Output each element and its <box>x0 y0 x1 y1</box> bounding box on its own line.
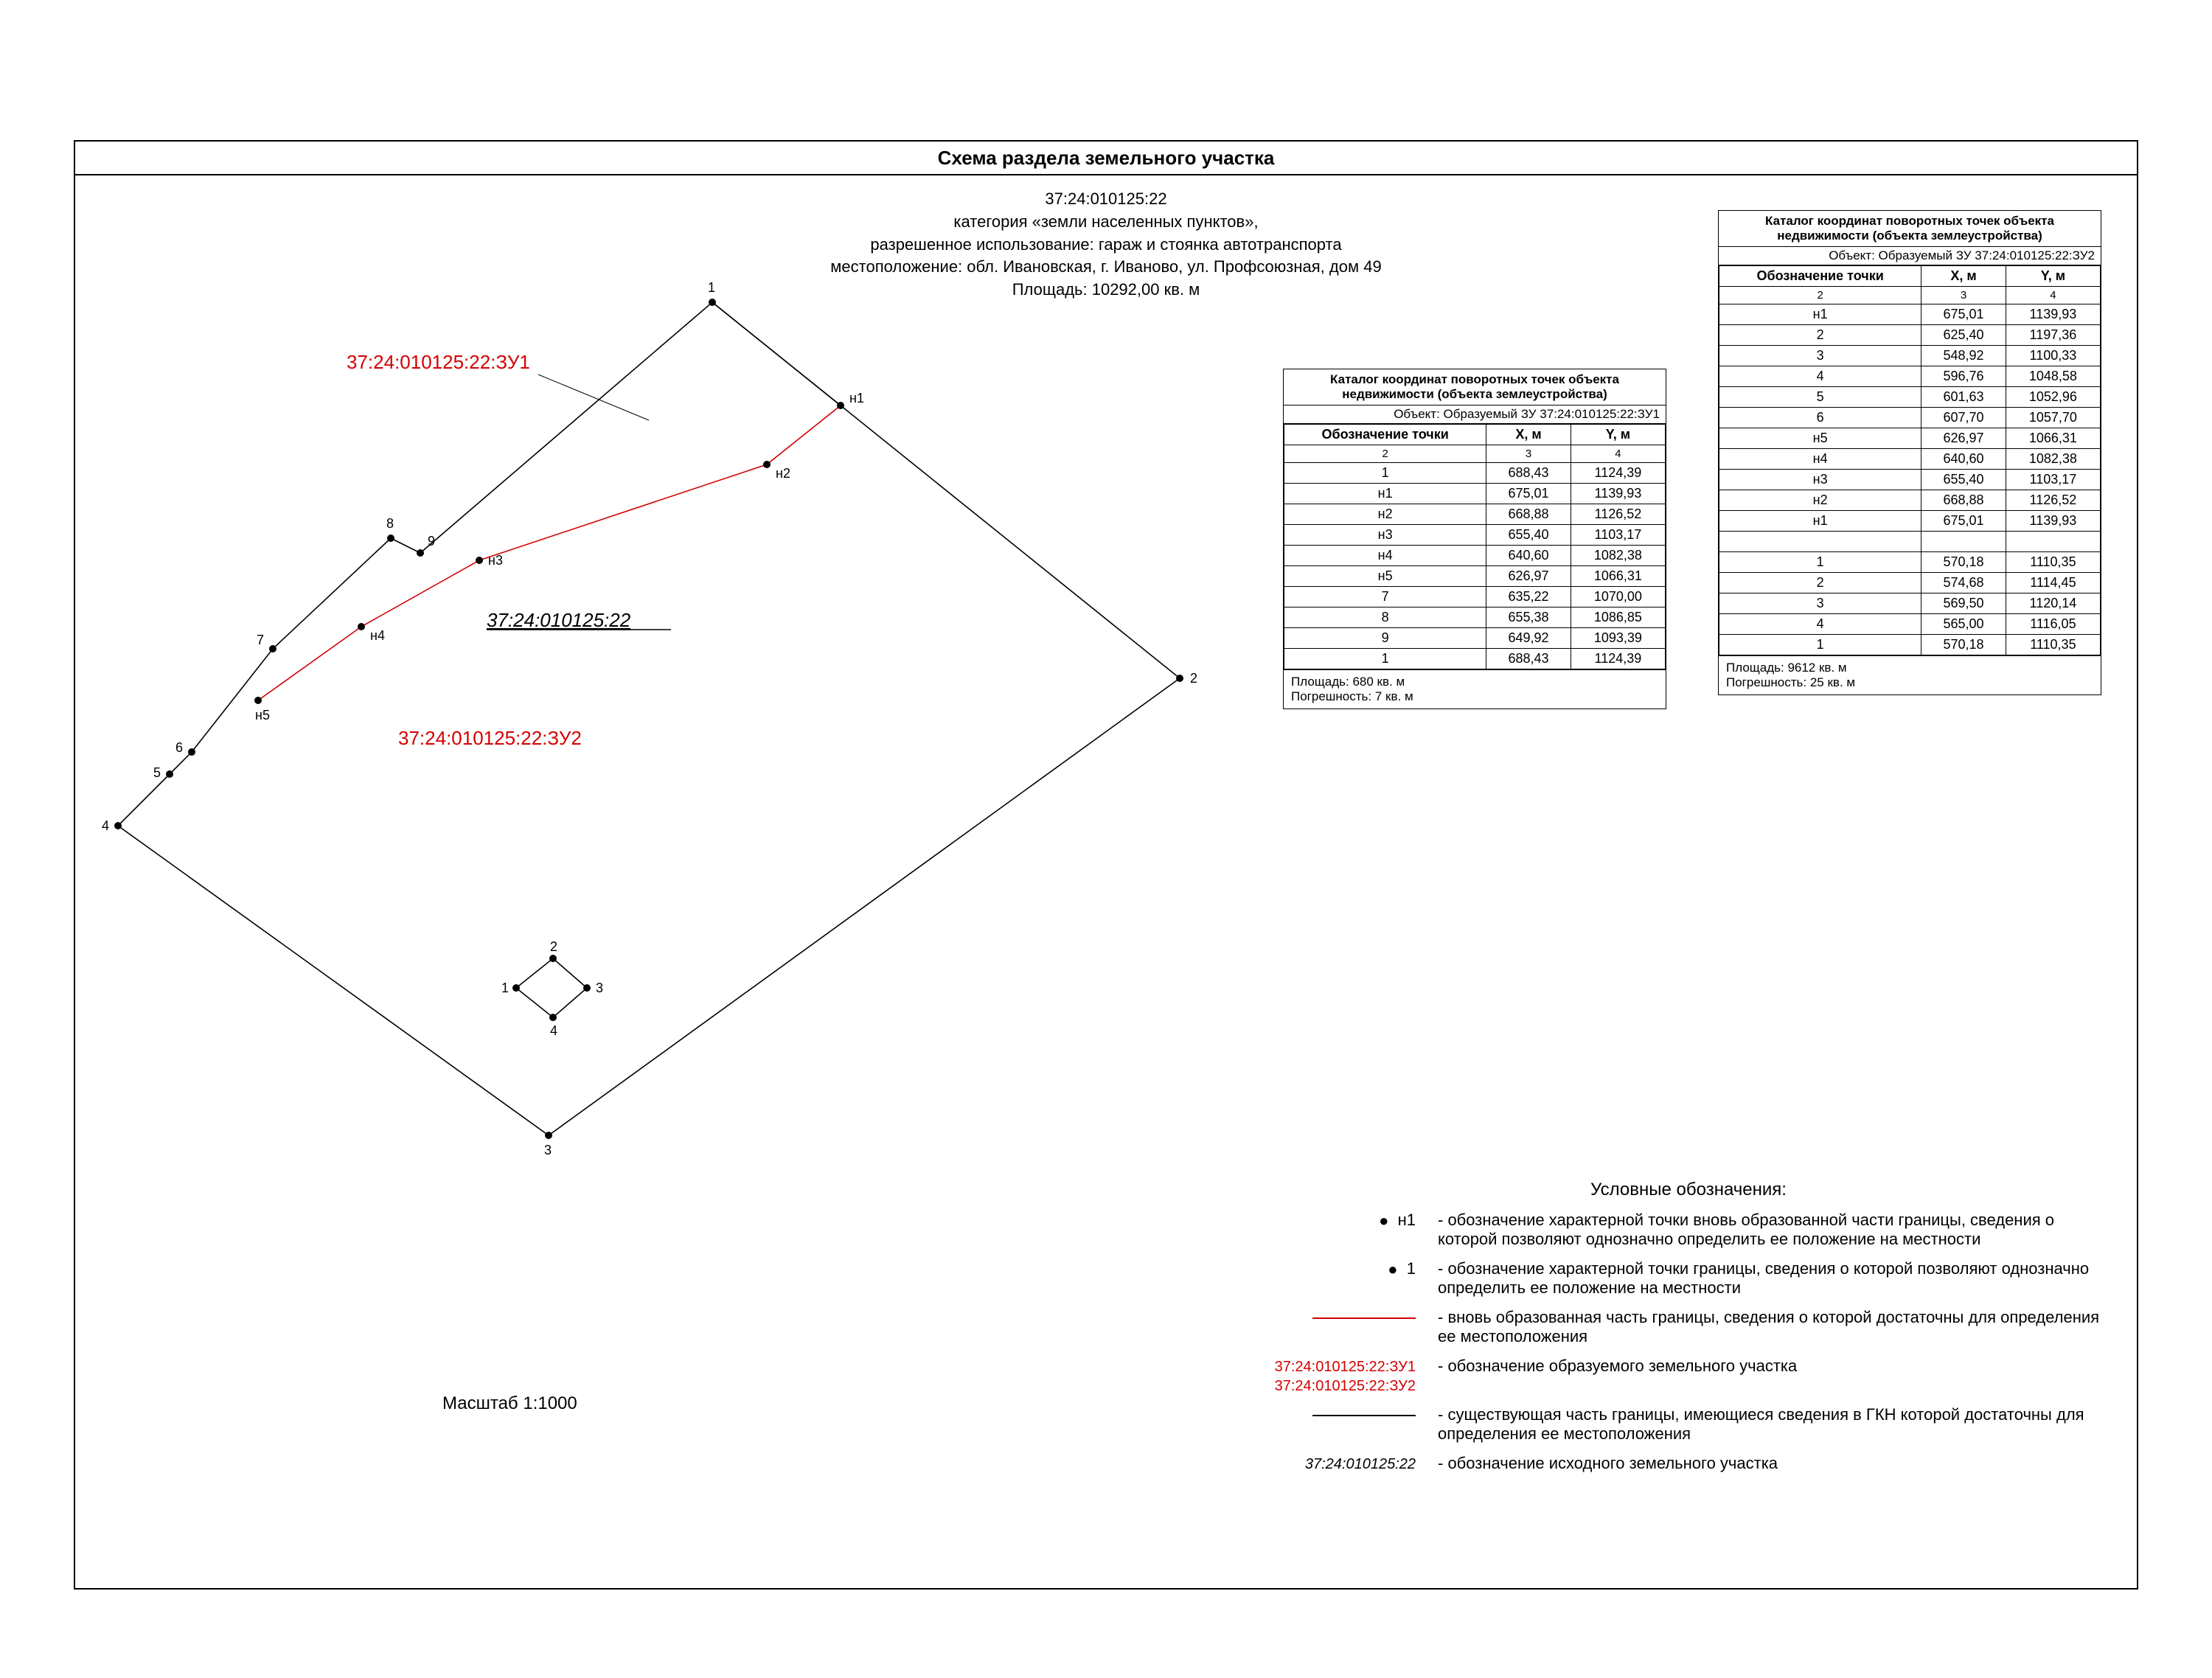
legend-title: Условные обозначения: <box>1268 1180 2109 1200</box>
svg-text:37:24:010125:22:ЗУ2: 37:24:010125:22:ЗУ2 <box>398 727 582 749</box>
svg-text:3: 3 <box>544 1143 552 1157</box>
legend-symbol: 37:24:010125:22 <box>1268 1454 1438 1473</box>
legend-symbol <box>1268 1405 1438 1424</box>
col-header: Обозначение точки <box>1284 425 1486 445</box>
table-row: 7635,221070,00 <box>1284 587 1666 608</box>
svg-text:8: 8 <box>386 516 394 531</box>
legend-symbol: ● н1 <box>1268 1211 1438 1230</box>
legend-text: - обозначение исходного земельного участ… <box>1438 1454 2109 1473</box>
svg-text:1: 1 <box>501 981 509 995</box>
t2-object: Объект: Образуемый ЗУ 37:24:010125:22:ЗУ… <box>1719 247 2101 265</box>
table-row: 1688,431124,39 <box>1284 463 1666 484</box>
legend-text: - обозначение характерной точки вновь об… <box>1438 1211 2109 1249</box>
col-header: X, м <box>1921 266 2006 287</box>
table-row: 2625,401197,36 <box>1719 325 2101 346</box>
t2-foot1: Площадь: 9612 кв. м <box>1726 661 1847 675</box>
legend: Условные обозначения: ● н1- обозначение … <box>1268 1180 2109 1483</box>
svg-text:н5: н5 <box>255 708 270 723</box>
t2-cap1: Каталог координат поворотных точек объек… <box>1765 214 2054 228</box>
svg-text:н3: н3 <box>488 553 503 568</box>
table-row: 3548,921100,33 <box>1719 346 2101 366</box>
legend-symbol <box>1268 1308 1438 1327</box>
table-row: н1675,011139,93 <box>1284 484 1666 504</box>
legend-text: - существующая часть границы, имеющиеся … <box>1438 1405 2109 1444</box>
t1-table: Обозначение точкиX, мY, м2341688,431124,… <box>1284 424 1666 669</box>
table-row: 5601,631052,96 <box>1719 387 2101 408</box>
t1-cap1: Каталог координат поворотных точек объек… <box>1330 372 1619 386</box>
table-row: н4640,601082,38 <box>1719 449 2101 470</box>
svg-text:4: 4 <box>102 818 109 833</box>
table-row: н1675,011139,93 <box>1719 511 2101 532</box>
table-row: н2668,881126,52 <box>1719 490 2101 511</box>
svg-text:6: 6 <box>175 740 183 755</box>
legend-row: 37:24:010125:22- обозначение исходного з… <box>1268 1454 2109 1473</box>
svg-text:4: 4 <box>550 1023 557 1038</box>
t2-cap2: недвижимости (объекта землеустройства) <box>1777 229 2042 243</box>
col-header: Y, м <box>1571 425 1665 445</box>
legend-row: 37:24:010125:22:ЗУ137:24:010125:22:ЗУ2- … <box>1268 1357 2109 1395</box>
legend-text: - обозначение характерной точки границы,… <box>1438 1259 2109 1298</box>
svg-text:1: 1 <box>708 280 715 295</box>
svg-text:37:24:010125:22:ЗУ1: 37:24:010125:22:ЗУ1 <box>347 351 530 373</box>
page-title: Схема раздела земельного участка <box>74 140 2138 175</box>
svg-text:н2: н2 <box>776 466 790 481</box>
t1-object: Объект: Образуемый ЗУ 37:24:010125:22:ЗУ… <box>1284 405 1666 424</box>
legend-text: - вновь образованная часть границы, свед… <box>1438 1308 2109 1346</box>
t1-cap2: недвижимости (объекта землеустройства) <box>1342 387 1607 401</box>
table-row: 6607,701057,70 <box>1719 408 2101 428</box>
table-row: 4596,761048,58 <box>1719 366 2101 387</box>
svg-text:9: 9 <box>428 534 435 549</box>
sheet: Схема раздела земельного участка 37:24:0… <box>0 0 2212 1678</box>
legend-text: - обозначение образуемого земельного уча… <box>1438 1357 2109 1376</box>
svg-text:3: 3 <box>596 981 603 995</box>
table-row: 3569,501120,14 <box>1719 593 2101 614</box>
coord-table-zu1: Каталог координат поворотных точек объек… <box>1283 369 1666 709</box>
scale-label: Масштаб 1:1000 <box>442 1393 577 1414</box>
svg-text:2: 2 <box>1190 671 1197 686</box>
table-row: 8655,381086,85 <box>1284 608 1666 628</box>
table-row: 9649,921093,39 <box>1284 628 1666 649</box>
svg-text:37:24:010125:22: 37:24:010125:22 <box>487 609 631 631</box>
table-row: 1688,431124,39 <box>1284 649 1666 669</box>
t1-foot2: Погрешность: 7 кв. м <box>1291 689 1413 703</box>
col-header: X, м <box>1486 425 1571 445</box>
table-row <box>1719 532 2101 552</box>
svg-text:7: 7 <box>257 633 264 647</box>
table-row: н4640,601082,38 <box>1284 546 1666 566</box>
table-row: н2668,881126,52 <box>1284 504 1666 525</box>
svg-text:н1: н1 <box>849 391 864 405</box>
svg-text:5: 5 <box>153 765 161 780</box>
legend-symbol: ● 1 <box>1268 1259 1438 1279</box>
table-row: 1570,181110,35 <box>1719 635 2101 655</box>
legend-row: ● 1- обозначение характерной точки грани… <box>1268 1259 2109 1298</box>
legend-row: - существующая часть границы, имеющиеся … <box>1268 1405 2109 1444</box>
parcel-diagram: 1 2 3 4 56 7 8 9 н1 н2 н3 н4 н5 1 2 3 4 37:24:010125:22:З… <box>88 243 1268 1202</box>
t2-table: Обозначение точкиX, мY, м234н1675,011139… <box>1719 265 2101 655</box>
header-cadastral: 37:24:010125:22 <box>74 188 2138 211</box>
table-row: н3655,401103,17 <box>1284 525 1666 546</box>
table-row: н5626,971066,31 <box>1284 566 1666 587</box>
table-row: 2574,681114,45 <box>1719 573 2101 593</box>
legend-symbol: 37:24:010125:22:ЗУ137:24:010125:22:ЗУ2 <box>1268 1357 1438 1395</box>
table-row: 4565,001116,05 <box>1719 614 2101 635</box>
col-header: Y, м <box>2006 266 2100 287</box>
t2-foot2: Погрешность: 25 кв. м <box>1726 675 1855 689</box>
col-header: Обозначение точки <box>1719 266 1921 287</box>
t1-foot1: Площадь: 680 кв. м <box>1291 675 1405 689</box>
svg-text:н4: н4 <box>370 628 385 643</box>
table-row: 1570,181110,35 <box>1719 552 2101 573</box>
svg-text:2: 2 <box>550 939 557 954</box>
legend-row: - вновь образованная часть границы, свед… <box>1268 1308 2109 1346</box>
table-row: н1675,011139,93 <box>1719 304 2101 325</box>
coord-table-zu2: Каталог координат поворотных точек объек… <box>1718 210 2101 695</box>
table-row: н5626,971066,31 <box>1719 428 2101 449</box>
table-row: н3655,401103,17 <box>1719 470 2101 490</box>
legend-row: ● н1- обозначение характерной точки внов… <box>1268 1211 2109 1249</box>
